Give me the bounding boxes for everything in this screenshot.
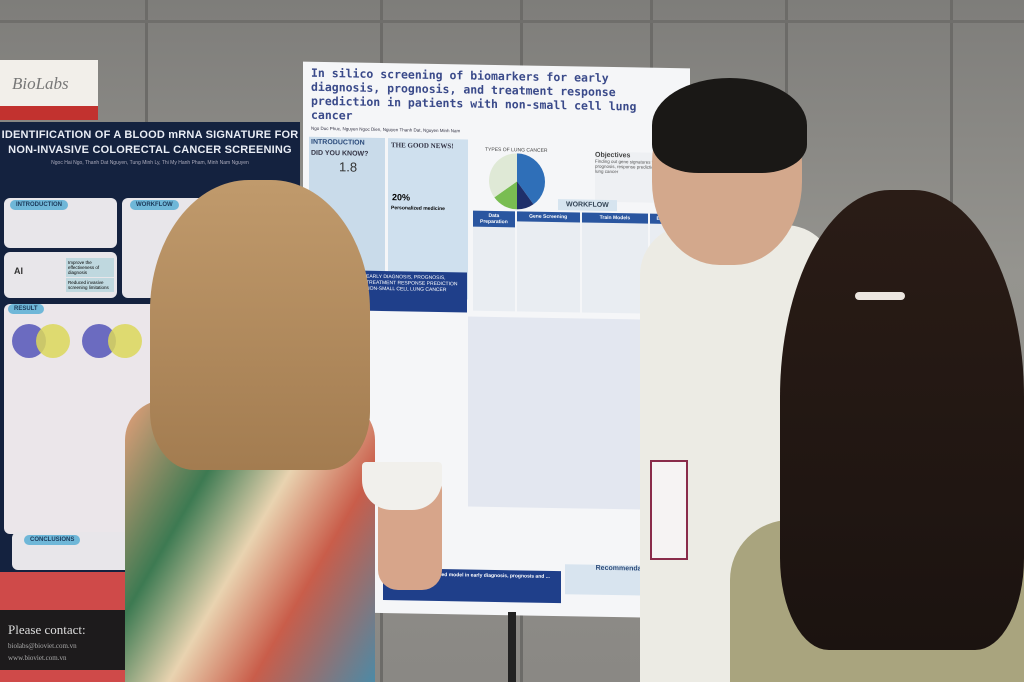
hair-clip — [855, 292, 905, 300]
lung-cancer-pie — [489, 153, 545, 210]
section-introduction: INTRODUCTION — [10, 200, 68, 210]
poster-title: In silico screening of biomarkers for ea… — [311, 65, 637, 123]
workflow-col-data: Data Preparation — [473, 210, 515, 228]
panel-reduce: Reduced invasive screening limitations — [66, 278, 114, 292]
lanyard-badge — [650, 460, 688, 560]
contact-website: www.bioviet.com.vn — [8, 654, 67, 662]
poster-stand — [508, 612, 516, 682]
personalized-medicine: Personalized medicine — [391, 205, 445, 213]
workflow-title: WORKFLOW — [558, 199, 617, 212]
person-black-hair — [652, 78, 807, 173]
workflow-col-gene: Gene Screening — [516, 211, 580, 223]
workflow-col-train: Train Models — [581, 212, 649, 224]
ai-card: AI Improve the effectiveness of diagnosi… — [4, 252, 117, 298]
right-poster: In silico screening of biomarkers for ea… — [303, 61, 690, 619]
pie-slice — [489, 153, 517, 198]
ai-chip-label: AI — [14, 266, 23, 276]
section-workflow: WORKFLOW — [130, 200, 179, 210]
section-result: RESULT — [8, 304, 44, 314]
section-conclusions: CONCLUSIONS — [24, 535, 81, 545]
venn-circle — [108, 324, 142, 358]
venn-circle — [36, 324, 70, 358]
contact-label: Please contact: — [8, 622, 86, 637]
stat-value: 1.8 — [339, 159, 358, 175]
stat-percent: 20% — [392, 192, 411, 203]
pie-slice — [494, 181, 517, 210]
person-blonde-hair — [150, 180, 370, 470]
coffee-cup — [362, 462, 442, 510]
biolabs-banner: BioLabs — [0, 60, 98, 120]
good-news-title: THE GOOD NEWS! — [391, 141, 454, 151]
poster-title: IDENTIFICATION OF A BLOOD mRNA SIGNATURE… — [1, 129, 299, 156]
poster-authors: Ngoc Hai Ngo, Thanh Dat Nguyen, Tung Min… — [51, 160, 249, 166]
wall-seam — [0, 20, 1024, 23]
person-dark-hair — [780, 190, 1024, 650]
pie-slice — [517, 153, 545, 205]
pie-slice — [517, 181, 534, 210]
contact-sign: Please contact: biolabs@bioviet.com.vn w… — [0, 610, 125, 670]
need-banner: EARLY DIAGNOSIS, PROGNOSIS, TREATMENT RE… — [363, 270, 467, 313]
panel-improve: Improve the effectiveness of diagnosis — [66, 258, 114, 277]
brand-logo: BioLabs — [12, 74, 69, 93]
contact-email: biolabs@bioviet.com.vn — [8, 642, 77, 650]
